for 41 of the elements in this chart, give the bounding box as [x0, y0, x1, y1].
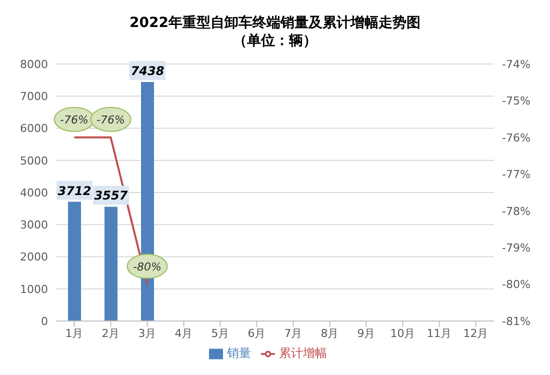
x-tick-label: 7月 [284, 326, 302, 340]
data-label: -76% [60, 113, 88, 126]
y2-tick-label: -74% [502, 58, 530, 71]
data-label: 3557 [94, 188, 128, 203]
legend-label: 销量 [227, 346, 251, 360]
data-label: -80% [133, 260, 162, 274]
x-tick-label: 1月 [65, 326, 84, 340]
y2-tick-label: -79% [502, 241, 530, 254]
data-label: 7438 [130, 64, 164, 78]
x-tick-label: 12月 [463, 326, 488, 340]
y2-tick-label: -76% [502, 131, 530, 144]
x-tick-label: 8月 [320, 326, 339, 340]
y2-tick-label: -77% [502, 168, 530, 182]
x-tick-label: 11月 [426, 326, 452, 340]
chart-subtitle: （单位：辆） [232, 32, 318, 50]
x-tick-label: 4月 [174, 326, 193, 340]
y-tick-label: 2000 [20, 250, 48, 264]
y-tick-label: 0 [41, 314, 48, 328]
data-label: 3712 [58, 184, 92, 198]
y2-tick-label: -75% [502, 94, 530, 108]
x-tick-label: 5月 [211, 326, 230, 340]
y-tick-label: 5000 [20, 154, 48, 168]
y2-tick-label: -81% [502, 314, 530, 328]
legend-label: 累计增幅 [279, 346, 327, 360]
x-tick-label: 2月 [102, 326, 120, 340]
y-tick-label: 3000 [20, 218, 48, 232]
x-tick-label: 9月 [357, 326, 376, 340]
y-tick-label: 4000 [20, 186, 48, 200]
data-label: -76% [96, 113, 125, 126]
x-tick-label: 10月 [390, 326, 416, 340]
y-tick-label: 6000 [20, 122, 48, 136]
x-tick-label: 3月 [138, 326, 156, 340]
y2-tick-label: -78% [502, 204, 530, 218]
bar [104, 206, 118, 321]
chart-title: 2022年重型自卸车终端销量及累计增幅走势图 [128, 14, 422, 32]
x-tick-label: 6月 [248, 326, 266, 340]
y-tick-label: 8000 [20, 58, 48, 71]
bar [68, 202, 81, 321]
y2-tick-label: -80% [502, 278, 530, 292]
y-tick-label: 1000 [20, 282, 48, 296]
y-tick-label: 7000 [20, 90, 48, 104]
